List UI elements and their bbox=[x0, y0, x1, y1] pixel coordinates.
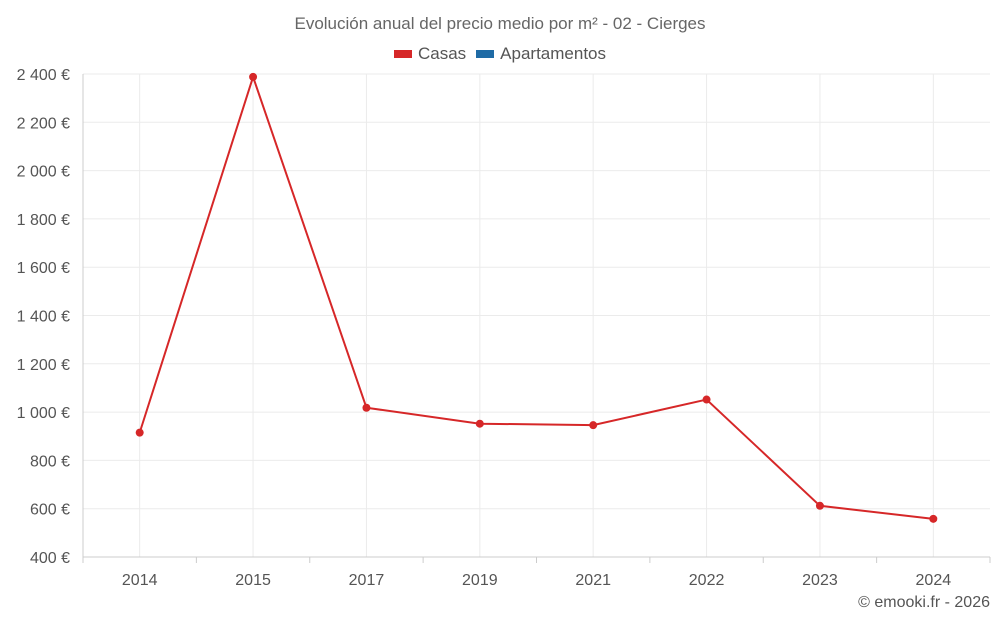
data-point-casas bbox=[815, 501, 824, 510]
series-line-casas bbox=[138, 73, 934, 520]
y-tick-label: 600 € bbox=[30, 502, 70, 519]
y-tick-label: 1 200 € bbox=[17, 357, 70, 374]
x-tick-label: 2015 bbox=[235, 572, 271, 589]
credit-text: © emooki.fr - 2026 bbox=[858, 594, 990, 611]
data-point-casas bbox=[475, 419, 484, 428]
y-tick-label: 1 800 € bbox=[17, 212, 70, 229]
legend-item-apartamentos[interactable]: Apartamentos bbox=[476, 44, 606, 64]
y-tick-label: 1 600 € bbox=[17, 260, 70, 277]
legend-label-casas: Casas bbox=[417, 44, 467, 63]
data-point-casas bbox=[249, 72, 258, 81]
legend-swatch-casas bbox=[393, 50, 412, 58]
x-tick-label: 2017 bbox=[349, 572, 385, 589]
y-tick-label: 800 € bbox=[30, 453, 70, 470]
data-point-casas bbox=[362, 403, 371, 412]
x-tick-label: 2019 bbox=[462, 572, 498, 589]
chart-title: Evolución anual del precio medio por m² … bbox=[294, 14, 706, 33]
data-point-casas bbox=[589, 421, 598, 430]
data-point-casas bbox=[702, 395, 711, 404]
legend: Casas Apartamentos bbox=[0, 44, 1000, 64]
y-tick-label: 400 € bbox=[30, 550, 70, 567]
x-tick-label: 2021 bbox=[575, 572, 611, 589]
legend-swatch-apartamentos bbox=[476, 50, 495, 58]
y-tick-label: 1 400 € bbox=[17, 309, 70, 326]
y-tick-label: 2 400 € bbox=[17, 67, 70, 84]
y-tick-label: 2 200 € bbox=[17, 115, 70, 132]
y-tick-label: 2 000 € bbox=[17, 164, 70, 181]
data-point-casas bbox=[135, 428, 144, 437]
legend-item-casas[interactable]: Casas bbox=[393, 44, 467, 64]
x-tick-label: 2022 bbox=[689, 572, 725, 589]
legend-label-apartamentos: Apartamentos bbox=[500, 44, 607, 63]
x-tick-label: 2023 bbox=[802, 572, 838, 589]
data-point-casas bbox=[929, 514, 938, 523]
x-tick-label: 2024 bbox=[916, 572, 952, 589]
y-tick-label: 1 000 € bbox=[17, 405, 70, 422]
x-tick-label: 2014 bbox=[122, 572, 158, 589]
